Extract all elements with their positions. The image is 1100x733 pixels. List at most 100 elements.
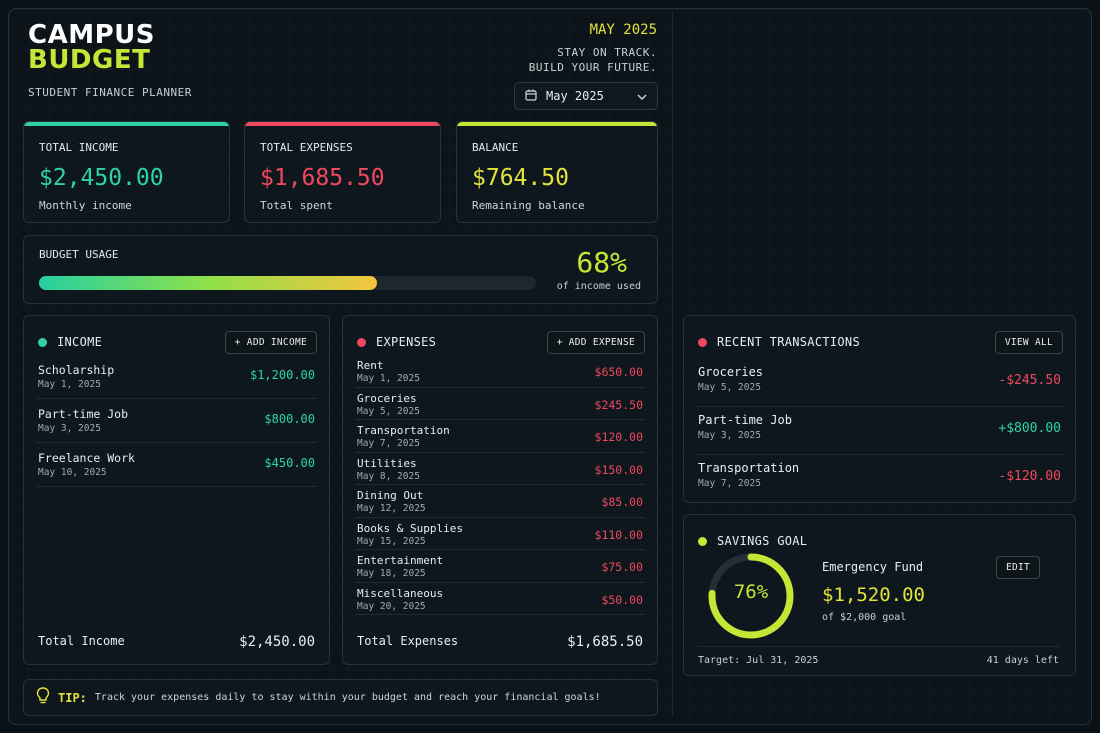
expense-item-name: Rent xyxy=(357,359,384,372)
expense-item-row[interactable]: Transportation May 7, 2025 $120.00 xyxy=(355,420,645,453)
income-item-name: Part-time Job xyxy=(38,407,129,421)
tagline-line-1: STAY ON TRACK. xyxy=(557,46,657,59)
tip-text: Track your expenses daily to stay within… xyxy=(94,692,601,703)
recent-transactions-title: RECENT TRANSACTIONS xyxy=(717,335,860,349)
expense-item-name: Dining Out xyxy=(357,489,424,502)
transaction-item-row[interactable]: Groceries May 5, 2025 -$245.50 xyxy=(696,359,1063,407)
transaction-item-amount: -$245.50 xyxy=(998,373,1061,388)
expense-item-amount: $85.00 xyxy=(601,495,643,509)
income-item-row[interactable]: Freelance Work May 10, 2025 $450.00 xyxy=(36,443,317,487)
expenses-total-label: Total Expenses xyxy=(357,634,459,648)
income-item-row[interactable]: Scholarship May 1, 2025 $1,200.00 xyxy=(36,355,317,399)
income-item-amount: $450.00 xyxy=(264,456,315,470)
expense-item-amount: $110.00 xyxy=(594,527,643,542)
expense-item-name: Groceries xyxy=(357,391,417,405)
income-dot-icon xyxy=(38,337,47,347)
expenses-card-accent-bar xyxy=(245,122,440,126)
app-subtitle: STUDENT FINANCE PLANNER xyxy=(28,86,192,99)
savings-divider xyxy=(698,646,1059,647)
column-divider xyxy=(672,12,673,716)
expense-item-name: Entertainment xyxy=(357,554,444,567)
logo-line-1: CAMPUS xyxy=(28,20,155,50)
budget-usage-percent: 68% xyxy=(576,246,627,279)
expense-item-row[interactable]: Miscellaneous May 20, 2025 $50.00 xyxy=(355,583,645,615)
expense-item-row[interactable]: Entertainment May 18, 2025 $75.00 xyxy=(355,550,645,583)
current-month: MAY 2025 xyxy=(589,22,657,38)
income-item-date: May 10, 2025 xyxy=(38,467,107,478)
expense-item-date: May 18, 2025 xyxy=(357,568,426,579)
income-item-row[interactable]: Part-time Job May 3, 2025 $800.00 xyxy=(36,399,317,443)
expense-item-date: May 5, 2025 xyxy=(357,405,420,417)
add-income-button[interactable]: + ADD INCOME xyxy=(224,330,317,354)
balance-caption: Remaining balance xyxy=(472,199,585,212)
income-item-date: May 1, 2025 xyxy=(38,379,101,390)
transactions-list: Groceries May 5, 2025 -$245.50 Part-time Jo… xyxy=(696,359,1063,503)
savings-target-date: Target: Jul 31, 2025 xyxy=(698,655,819,666)
budget-usage-caption: of income used xyxy=(556,281,641,292)
income-panel-title: INCOME xyxy=(57,335,103,349)
total-expenses-label: TOTAL EXPENSES xyxy=(260,141,353,154)
expense-item-date: May 12, 2025 xyxy=(357,503,426,514)
expense-item-date: May 20, 2025 xyxy=(357,600,426,612)
balance-value: $764.50 xyxy=(472,165,569,191)
expense-item-row[interactable]: Groceries May 5, 2025 $245.50 xyxy=(355,388,645,420)
savings-ring-arc xyxy=(708,553,794,639)
expense-item-name: Miscellaneous xyxy=(357,586,444,600)
expense-item-row[interactable]: Dining Out May 12, 2025 $85.00 xyxy=(355,485,645,518)
savings-goal-caption: of $2,000 goal xyxy=(822,612,907,623)
balance-card-accent-bar xyxy=(457,122,657,126)
savings-goal-title: SAVINGS GOAL xyxy=(717,534,808,548)
income-item-name: Scholarship xyxy=(38,363,115,377)
budget-usage-progress xyxy=(39,276,536,290)
month-select-value: May 2025 xyxy=(546,89,604,103)
transaction-item-row[interactable]: Transportation May 7, 2025 -$120.00 xyxy=(696,455,1063,503)
expense-item-row[interactable]: Books & Supplies May 15, 2025 $110.00 xyxy=(355,518,645,550)
edit-goal-button[interactable]: EDIT xyxy=(996,556,1041,579)
expense-item-name: Transportation xyxy=(357,424,450,437)
expense-item-row[interactable]: Rent May 1, 2025 $650.00 xyxy=(355,355,645,388)
total-income-value: $2,450.00 xyxy=(39,165,164,191)
total-expenses-card: TOTAL EXPENSES $1,685.50 Total spent xyxy=(244,121,441,223)
expense-item-row[interactable]: Utilities May 8, 2025 $150.00 xyxy=(355,453,645,485)
budget-usage-panel: BUDGET USAGE 68% of income used xyxy=(23,235,658,304)
income-total-label: Total Income xyxy=(38,634,125,648)
expense-item-date: May 1, 2025 xyxy=(357,373,420,384)
view-all-button[interactable]: VIEW ALL xyxy=(994,330,1063,354)
expense-item-date: May 7, 2025 xyxy=(357,438,420,449)
savings-days-left: 41 days left xyxy=(986,655,1059,666)
income-total-value: $2,450.00 xyxy=(239,634,315,650)
expenses-panel: EXPENSES + ADD EXPENSE Rent May 1, 2025 $6… xyxy=(342,315,658,665)
transaction-item-date: May 3, 2025 xyxy=(698,430,761,441)
total-expenses-value: $1,685.50 xyxy=(260,165,385,191)
tagline-line-2: BUILD YOUR FUTURE. xyxy=(528,61,657,74)
budget-usage-progress-fill xyxy=(39,276,377,290)
balance-label: BALANCE xyxy=(472,141,519,154)
total-income-card: TOTAL INCOME $2,450.00 Monthly income xyxy=(23,121,230,223)
transaction-item-name: Groceries xyxy=(698,365,764,379)
balance-card: BALANCE $764.50 Remaining balance xyxy=(456,121,658,223)
lightbulb-icon xyxy=(36,686,50,709)
savings-dot-icon xyxy=(698,536,707,546)
add-expense-button[interactable]: + ADD EXPENSE xyxy=(546,330,645,354)
savings-goal-panel: SAVINGS GOAL 76% Emergency Fund EDIT $1,… xyxy=(683,514,1076,676)
recent-transactions-panel: RECENT TRANSACTIONS VIEW ALL Groceries Ma… xyxy=(683,315,1076,503)
income-total-row: Total Income $2,450.00 xyxy=(38,634,315,650)
income-list: Scholarship May 1, 2025 $1,200.00 Part-time… xyxy=(36,355,317,487)
calendar-icon xyxy=(525,89,537,104)
expense-item-date: May 15, 2025 xyxy=(357,535,426,547)
transaction-item-date: May 7, 2025 xyxy=(698,478,761,489)
income-item-amount: $1,200.00 xyxy=(249,368,315,382)
total-expenses-caption: Total spent xyxy=(260,199,333,212)
expense-item-name: Books & Supplies xyxy=(357,521,463,535)
month-select[interactable]: May 2025 xyxy=(514,82,658,110)
income-panel: INCOME + ADD INCOME Scholarship May 1, 20… xyxy=(23,315,330,665)
expenses-list: Rent May 1, 2025 $650.00 Groceries May 5, 20… xyxy=(355,355,645,615)
tip-label: TIP: xyxy=(58,690,87,705)
transaction-item-amount: +$800.00 xyxy=(998,421,1061,436)
expense-item-amount: $245.50 xyxy=(594,397,643,412)
tip-banner: TIP: Track your expenses daily to stay w… xyxy=(23,679,658,716)
savings-percent: 76% xyxy=(733,581,769,603)
transaction-item-name: Transportation xyxy=(698,461,800,475)
total-income-caption: Monthly income xyxy=(39,199,132,212)
transaction-item-row[interactable]: Part-time Job May 3, 2025 +$800.00 xyxy=(696,407,1063,455)
